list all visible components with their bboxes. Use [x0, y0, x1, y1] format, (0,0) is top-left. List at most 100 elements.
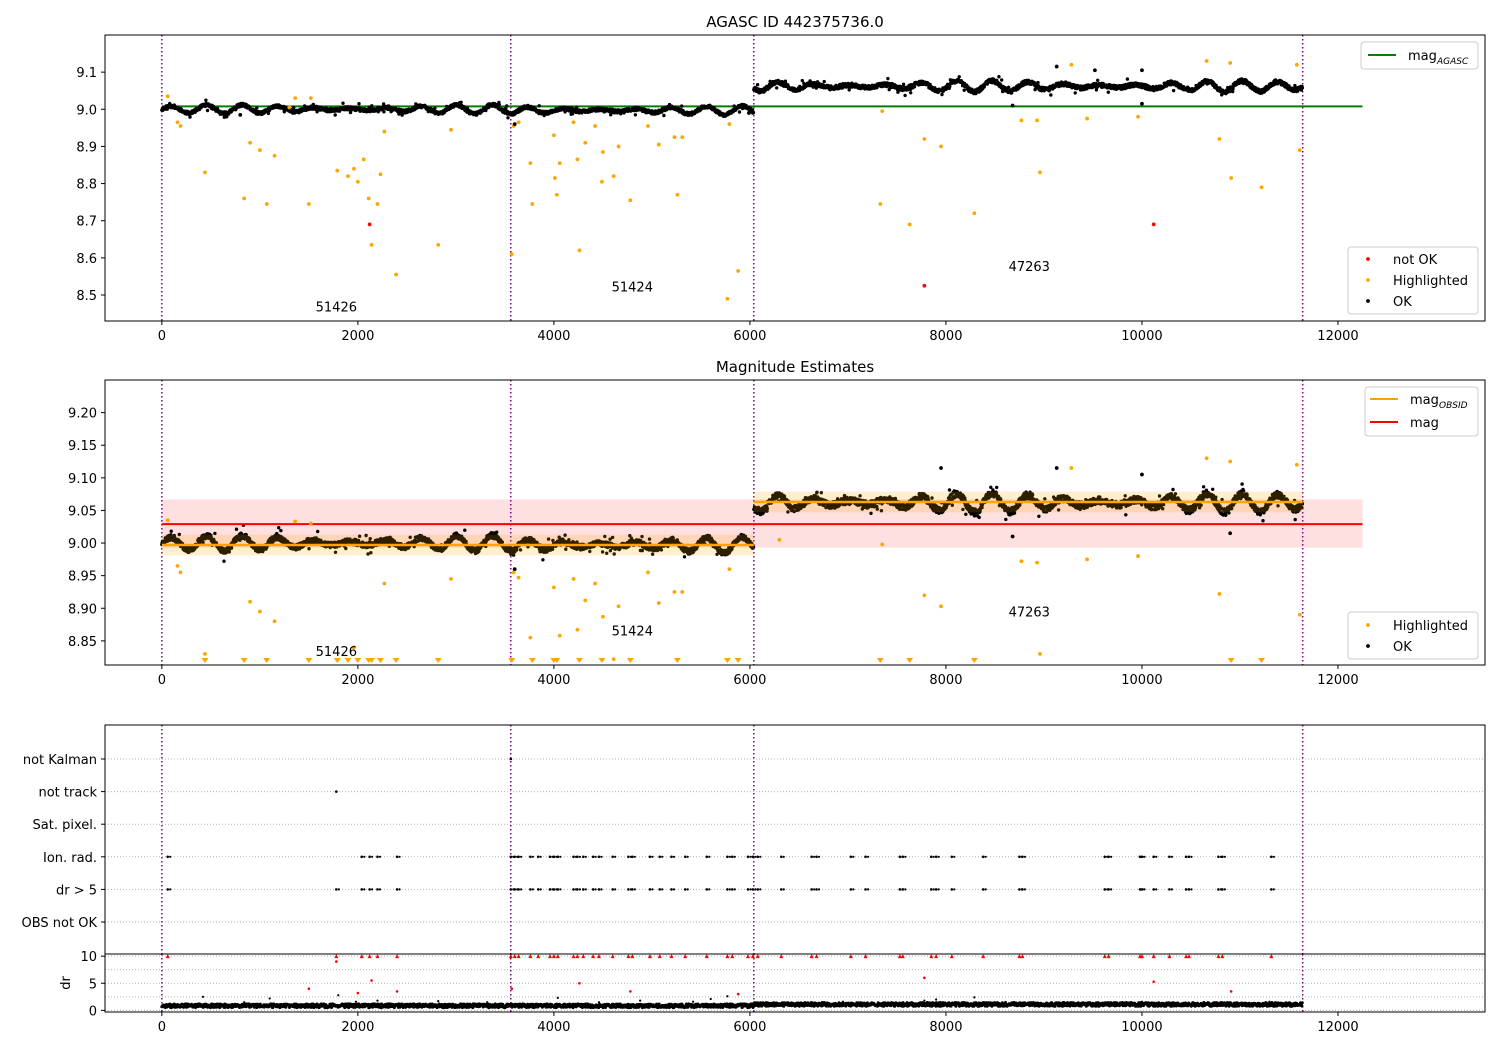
flag-point: [169, 888, 172, 891]
flag-point: [813, 855, 816, 858]
data-point: [629, 990, 632, 993]
dr-clipped-marker: [375, 954, 380, 959]
data-point: [1136, 114, 1140, 119]
flag-point: [368, 888, 371, 891]
y-tick-label: 8.95: [68, 570, 97, 585]
x-tick-label: 4000: [537, 673, 570, 688]
below-axis-marker: [528, 658, 536, 663]
data-point: [1136, 554, 1140, 558]
y-tick-label: 0: [89, 1004, 97, 1019]
data-point: [242, 196, 247, 201]
flag-point: [929, 888, 933, 891]
flag-point: [984, 855, 987, 858]
dr-clipped-marker: [547, 954, 552, 959]
flag-category-label: Ion. rad.: [43, 851, 97, 866]
dr-clipped-marker: [626, 954, 631, 959]
flag-point: [337, 888, 340, 891]
flag-point: [1103, 855, 1107, 859]
data-point: [1294, 462, 1299, 467]
flag-point: [1190, 888, 1193, 891]
flag-point: [166, 855, 170, 859]
dr-clipped-marker: [516, 954, 521, 959]
below-axis-marker: [598, 658, 606, 663]
data-point: [939, 144, 943, 149]
y-tick-label: 9.05: [68, 504, 97, 519]
data-point: [1228, 459, 1233, 464]
below-axis-marker: [723, 658, 731, 663]
y-tick-label: 8.8: [76, 178, 97, 193]
below-axis-marker: [626, 658, 634, 663]
flag-point: [360, 888, 364, 891]
data-point: [1140, 1000, 1144, 1003]
flag-point: [594, 855, 597, 858]
flag-point: [1168, 888, 1171, 891]
data-point: [1035, 560, 1039, 565]
y-tick-label: 8.6: [76, 252, 97, 267]
ok-points-band: [509, 102, 756, 118]
flag-point: [754, 855, 757, 858]
dr-clipped-marker: [669, 954, 674, 959]
flag-point: [1138, 855, 1142, 859]
data-point: [243, 1001, 246, 1004]
flag-category-label: dr > 5: [56, 883, 97, 898]
below-axis-marker: [263, 658, 271, 663]
data-point: [923, 976, 926, 980]
flag-point: [1138, 888, 1142, 891]
flag-point: [1270, 855, 1273, 859]
x-tick-label: 6000: [733, 1020, 766, 1035]
below-axis-marker: [240, 658, 248, 663]
x-tick-label: 8000: [929, 673, 962, 688]
obsid-label: 51424: [612, 625, 653, 640]
below-axis-marker: [344, 658, 352, 663]
flag-point: [576, 855, 579, 859]
flag-point: [648, 888, 652, 891]
flag-point: [898, 855, 902, 859]
flag-point: [578, 855, 582, 858]
y-tick-label: 8.5: [76, 289, 97, 304]
flag-point: [591, 888, 595, 891]
data-point: [1038, 170, 1042, 175]
dr-clipped-marker: [814, 954, 819, 959]
legend-label: Highlighted: [1393, 619, 1468, 634]
y-tick-label: 9.15: [68, 439, 97, 454]
flag-point: [670, 855, 673, 859]
data-point: [841, 1000, 845, 1003]
data-point: [973, 996, 976, 999]
data-point: [552, 176, 557, 180]
data-point: [727, 122, 732, 127]
flag-point: [686, 855, 689, 858]
dr-clipped-marker: [981, 954, 986, 959]
data-point: [972, 211, 977, 216]
legend-dot-swatch: [1366, 623, 1370, 627]
flag-point: [901, 855, 905, 859]
data-point: [203, 652, 207, 656]
flag-point: [371, 888, 374, 891]
data-point: [575, 157, 580, 162]
flag-point: [581, 855, 585, 859]
data-point: [382, 129, 387, 134]
flag-point: [651, 855, 654, 858]
flag-category-label: not Kalman: [23, 753, 97, 768]
data-point: [203, 170, 207, 175]
flag-point: [852, 855, 855, 858]
flag-point: [1223, 888, 1226, 891]
data-point: [1229, 990, 1233, 993]
data-point: [178, 570, 183, 575]
flag-point: [1107, 855, 1110, 859]
flag-point: [904, 888, 907, 891]
data-point: [646, 570, 650, 575]
flag-point: [866, 855, 870, 858]
dr-clipped-marker: [750, 954, 755, 959]
flag-point: [395, 855, 399, 859]
flag-point: [509, 888, 513, 891]
dr-clipped-marker: [1017, 954, 1022, 959]
below-axis-marker: [673, 658, 681, 663]
data-point: [366, 196, 371, 201]
dr-clipped-marker: [1184, 954, 1189, 959]
data-point: [335, 960, 338, 963]
dr-clipped-marker: [596, 954, 601, 959]
flag-point: [953, 855, 956, 858]
flag-point: [934, 888, 938, 891]
flag-point: [810, 855, 813, 859]
flag-point: [1107, 888, 1110, 891]
